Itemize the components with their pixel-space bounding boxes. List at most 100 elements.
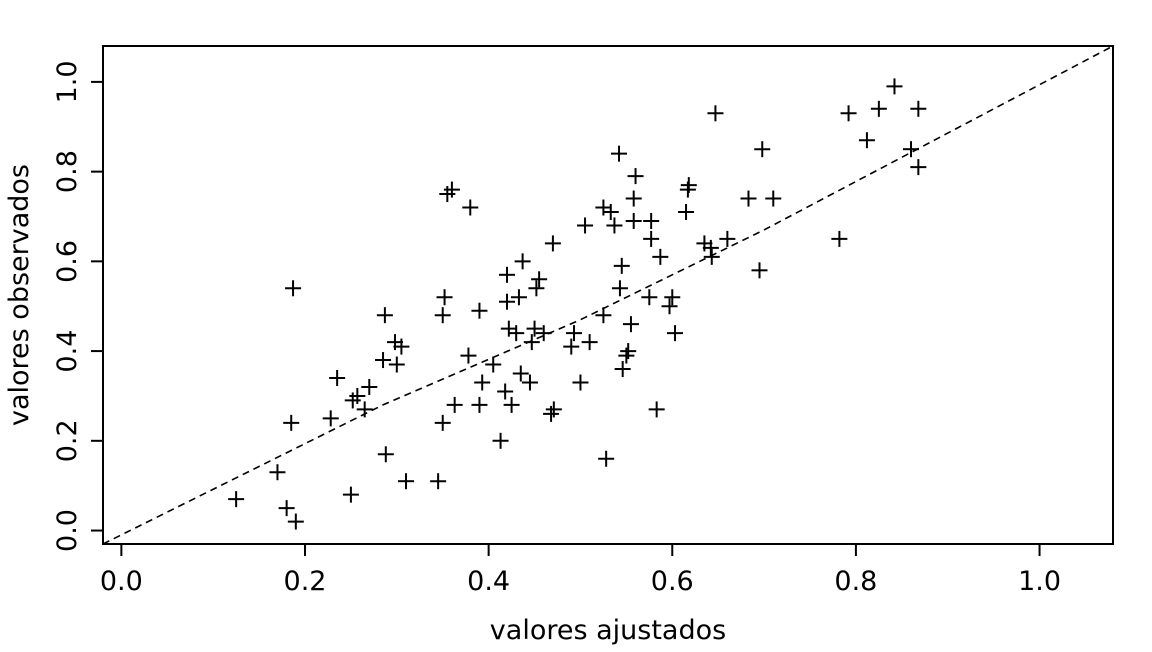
y-tick-label: 0.4	[52, 330, 83, 373]
data-point-1	[269, 464, 286, 481]
data-point-0	[228, 491, 245, 508]
data-point-58	[595, 307, 612, 324]
data-point-20	[430, 473, 447, 490]
data-point-78	[664, 289, 681, 306]
data-point-24	[439, 186, 456, 203]
data-point-70	[625, 212, 642, 229]
data-point-64	[613, 257, 630, 274]
data-point-90	[754, 141, 771, 158]
data-point-98	[910, 100, 927, 117]
x-tick-label: 0.4	[467, 566, 510, 597]
data-point-65	[614, 361, 631, 378]
data-point-17	[388, 356, 405, 373]
data-point-41	[512, 365, 529, 382]
data-point-76	[652, 248, 669, 265]
data-point-7	[329, 370, 346, 386]
data-point-30	[471, 396, 488, 413]
x-tick-label: 1.0	[1018, 566, 1061, 597]
data-point-21	[434, 414, 451, 431]
data-point-66	[618, 347, 635, 364]
data-point-94	[858, 132, 875, 149]
data-point-82	[680, 177, 697, 194]
data-point-77	[661, 298, 678, 315]
data-point-59	[598, 450, 615, 467]
data-point-60	[602, 204, 619, 220]
data-point-37	[500, 320, 517, 337]
data-point-74	[643, 230, 660, 247]
data-point-4	[285, 280, 302, 297]
data-point-22	[434, 307, 451, 324]
data-point-51	[545, 401, 562, 418]
x-axis-title: valores ajustados	[490, 615, 726, 646]
data-point-89	[751, 262, 768, 279]
data-point-55	[577, 217, 594, 234]
data-point-69	[625, 190, 642, 207]
data-point-52	[563, 338, 580, 355]
data-point-99	[910, 159, 927, 176]
data-point-97	[903, 141, 919, 158]
data-point-14	[376, 307, 393, 324]
data-point-6	[322, 410, 339, 427]
data-point-63	[611, 280, 628, 297]
y-tick-label: 0.0	[52, 509, 83, 552]
data-point-27	[460, 347, 477, 364]
data-point-43	[521, 374, 538, 391]
data-point-38	[503, 396, 520, 413]
data-point-34	[497, 383, 514, 400]
data-point-8	[342, 486, 359, 503]
data-point-49	[543, 405, 560, 422]
data-point-39	[508, 325, 525, 342]
y-tick-label: 0.8	[52, 150, 83, 193]
data-point-54	[572, 374, 589, 391]
x-tick-label: 0.0	[100, 566, 143, 597]
data-point-75	[648, 401, 665, 418]
data-point-86	[707, 105, 724, 122]
data-point-80	[678, 204, 695, 220]
data-point-85	[703, 248, 720, 265]
data-point-95	[870, 100, 887, 117]
data-point-10	[349, 387, 366, 404]
data-point-44	[523, 334, 540, 351]
data-point-93	[840, 105, 857, 122]
data-point-92	[831, 230, 848, 247]
y-axis-title: valores observados	[4, 164, 35, 426]
data-point-36	[499, 266, 515, 283]
data-point-25	[443, 181, 460, 198]
data-point-62	[611, 145, 628, 162]
data-point-47	[531, 271, 548, 288]
y-tick-label: 1.0	[52, 60, 83, 103]
data-point-88	[740, 190, 757, 207]
data-point-72	[641, 289, 658, 306]
data-point-26	[446, 396, 463, 413]
data-point-15	[377, 446, 394, 463]
data-point-68	[622, 316, 639, 333]
data-point-19	[398, 473, 414, 490]
data-point-87	[719, 230, 736, 247]
data-point-3	[283, 414, 300, 431]
data-point-2	[278, 500, 295, 517]
data-point-45	[526, 320, 543, 337]
x-tick-label: 0.6	[651, 566, 694, 597]
data-point-96	[886, 78, 903, 95]
data-point-50	[544, 235, 561, 252]
data-point-32	[485, 356, 502, 373]
data-point-28	[462, 199, 479, 216]
data-point-42	[514, 253, 531, 270]
data-point-23	[436, 289, 453, 306]
data-point-53	[566, 325, 583, 342]
data-point-31	[474, 374, 491, 391]
data-point-48	[535, 325, 552, 342]
data-point-46	[528, 280, 545, 297]
data-point-13	[375, 352, 392, 369]
data-point-61	[606, 217, 623, 234]
data-point-56	[581, 334, 598, 351]
x-tick-label: 0.2	[284, 566, 327, 597]
fit-line	[103, 46, 1113, 544]
data-point-79	[667, 325, 684, 342]
y-tick-label: 0.6	[52, 240, 83, 283]
data-point-35	[499, 293, 515, 310]
data-point-40	[510, 289, 527, 306]
y-tick-label: 0.2	[52, 419, 83, 462]
data-point-57	[595, 199, 612, 216]
